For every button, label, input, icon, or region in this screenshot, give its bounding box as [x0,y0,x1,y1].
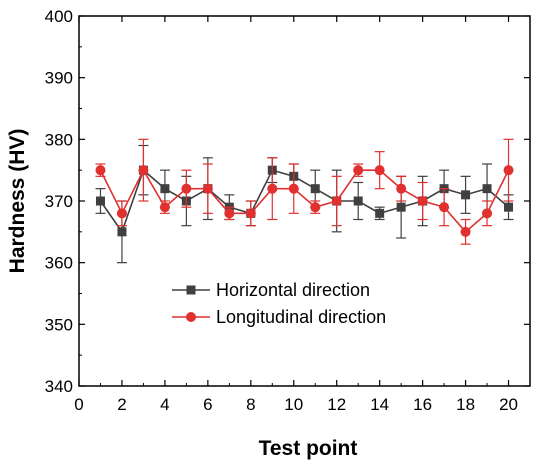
data-point [439,202,450,213]
data-point [460,226,471,237]
x-tick-label: 16 [413,395,432,414]
x-tick-label: 12 [327,395,346,414]
data-point [331,196,342,206]
data-point [375,208,385,218]
data-point [396,183,407,194]
data-point [503,165,514,176]
x-tick-label: 8 [246,395,255,414]
y-tick-label: 360 [45,254,73,273]
x-tick-label: 18 [456,395,475,414]
series-longitudinal [95,138,514,245]
data-point [504,202,514,212]
x-tick-label: 10 [284,395,303,414]
y-tick-label: 390 [45,69,73,88]
legend-label: Longitudinal direction [216,307,386,327]
ticks-layer: 0 2 4 6 8 10 12 14 16 18 20 340 350 360 370 380 390 400 [45,7,531,414]
data-point [95,165,106,176]
data-point [310,184,320,194]
data-point [245,208,256,219]
x-tick-label: 20 [499,395,518,414]
x-axis-title: Test point [259,437,358,460]
data-point [224,208,235,219]
y-tick-label: 350 [45,315,73,334]
x-tick-label: 2 [117,395,126,414]
data-point [482,184,492,194]
data-point [482,208,493,219]
data-point [267,183,278,194]
data-point [95,196,105,206]
series-layer [95,138,514,264]
data-point [181,183,192,194]
y-tick-label: 370 [45,192,73,211]
x-tick-label: 4 [160,395,169,414]
y-tick-label: 400 [45,7,73,26]
legend: Horizontal direction Longitudinal directi… [172,280,386,327]
data-point [202,183,213,194]
data-point [310,202,321,213]
data-point [160,184,170,194]
series-horizontal [95,144,514,264]
data-point [353,165,364,176]
data-point [117,227,127,237]
y-tick-label: 380 [45,130,73,149]
legend-label: Horizontal direction [216,280,370,300]
y-tick-label: 340 [45,377,73,396]
data-point [461,190,471,200]
data-point [353,196,363,206]
plot-frame [78,15,531,387]
data-point [116,208,127,219]
data-point [138,165,149,176]
data-point [374,165,385,176]
data-point [396,202,406,212]
data-point [417,196,428,206]
data-point [288,183,299,194]
y-axis-title: Hardness (HV) [6,129,29,274]
x-tick-label: 6 [203,395,212,414]
legend-marker [186,312,196,322]
legend-marker [186,285,196,295]
x-tick-label: 14 [370,395,389,414]
x-tick-label: 0 [74,395,83,414]
data-point [159,202,170,213]
